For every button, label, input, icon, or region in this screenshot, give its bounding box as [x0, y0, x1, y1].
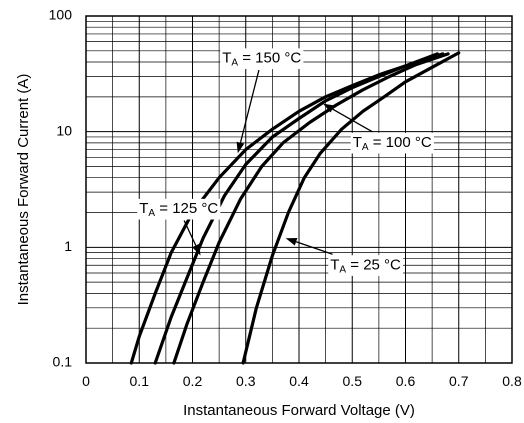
series-label-text: TA = 100 °C	[353, 134, 432, 153]
series-label-sub: A	[339, 264, 346, 275]
series-label-2: TA = 100 °C	[323, 103, 434, 154]
arrow-line	[183, 220, 197, 246]
series-label-text: TA = 125 °C	[139, 200, 218, 219]
x-tick-label: 0.5	[343, 373, 363, 389]
series-label-rest: = 25 °C	[346, 256, 401, 273]
y-tick-label: 100	[49, 7, 73, 23]
x-tick-label: 0.3	[236, 373, 256, 389]
arrow-head-icon	[236, 141, 245, 154]
y-tick-label: 10	[56, 122, 72, 138]
series-label-3: TA = 25 °C	[285, 238, 404, 276]
x-tick-label: 0.6	[396, 373, 416, 389]
series-label-text: TA = 25 °C	[330, 256, 401, 275]
series-curve-1	[153, 52, 439, 365]
series-curve-2	[172, 52, 450, 365]
arrow-head-icon	[323, 103, 335, 113]
arrow-line	[332, 108, 373, 133]
x-tick-label: 0	[82, 373, 90, 389]
arrow-head-icon	[285, 238, 298, 246]
y-tick-label: 0.1	[53, 354, 73, 370]
series-label-text: TA = 150 °C	[222, 49, 301, 68]
series-label-rest: = 125 °C	[155, 200, 218, 217]
grid	[86, 16, 512, 363]
y-tick-label: 1	[64, 238, 72, 254]
arrow-line	[239, 69, 260, 143]
arrow-line	[295, 241, 333, 255]
series-label-sub: A	[362, 142, 369, 153]
curves	[129, 51, 461, 365]
series-label-background	[350, 132, 434, 154]
series-label-main: T	[139, 200, 148, 217]
series-label-background	[220, 48, 304, 70]
y-axis-title: Instantaneous Forward Current (A)	[15, 74, 32, 306]
x-axis-title: Instantaneous Forward Voltage (V)	[183, 402, 415, 419]
x-tick-label: 0.8	[502, 373, 522, 389]
arrow-head-icon	[192, 243, 201, 256]
annotations: TA = 150 °CTA = 125 °CTA = 100 °CTA = 25…	[137, 48, 434, 276]
x-tick-labels: 0 0.1 0.2 0.3 0.4 0.5 0.6 0.7 0.8	[82, 373, 522, 389]
x-tick-label: 0.4	[289, 373, 309, 389]
series-label-sub: A	[231, 57, 238, 68]
series-label-main: T	[222, 49, 231, 66]
x-tick-label: 0.1	[130, 373, 150, 389]
series-label-background	[328, 255, 404, 276]
series-label-1: TA = 125 °C	[137, 198, 221, 256]
series-label-main: T	[353, 134, 362, 151]
series-label-main: T	[330, 256, 339, 273]
series-label-rest: = 100 °C	[369, 134, 432, 151]
series-label-rest: = 150 °C	[238, 49, 301, 66]
series-label-background	[137, 198, 221, 220]
x-tick-label: 0.2	[183, 373, 203, 389]
series-label-0: TA = 150 °C	[220, 48, 304, 154]
plot-frame	[85, 15, 513, 364]
x-tick-label: 0.7	[449, 373, 469, 389]
y-tick-labels: 0.1 1 10 100	[49, 7, 73, 370]
series-curve-3	[241, 51, 461, 365]
series-label-sub: A	[148, 208, 155, 219]
